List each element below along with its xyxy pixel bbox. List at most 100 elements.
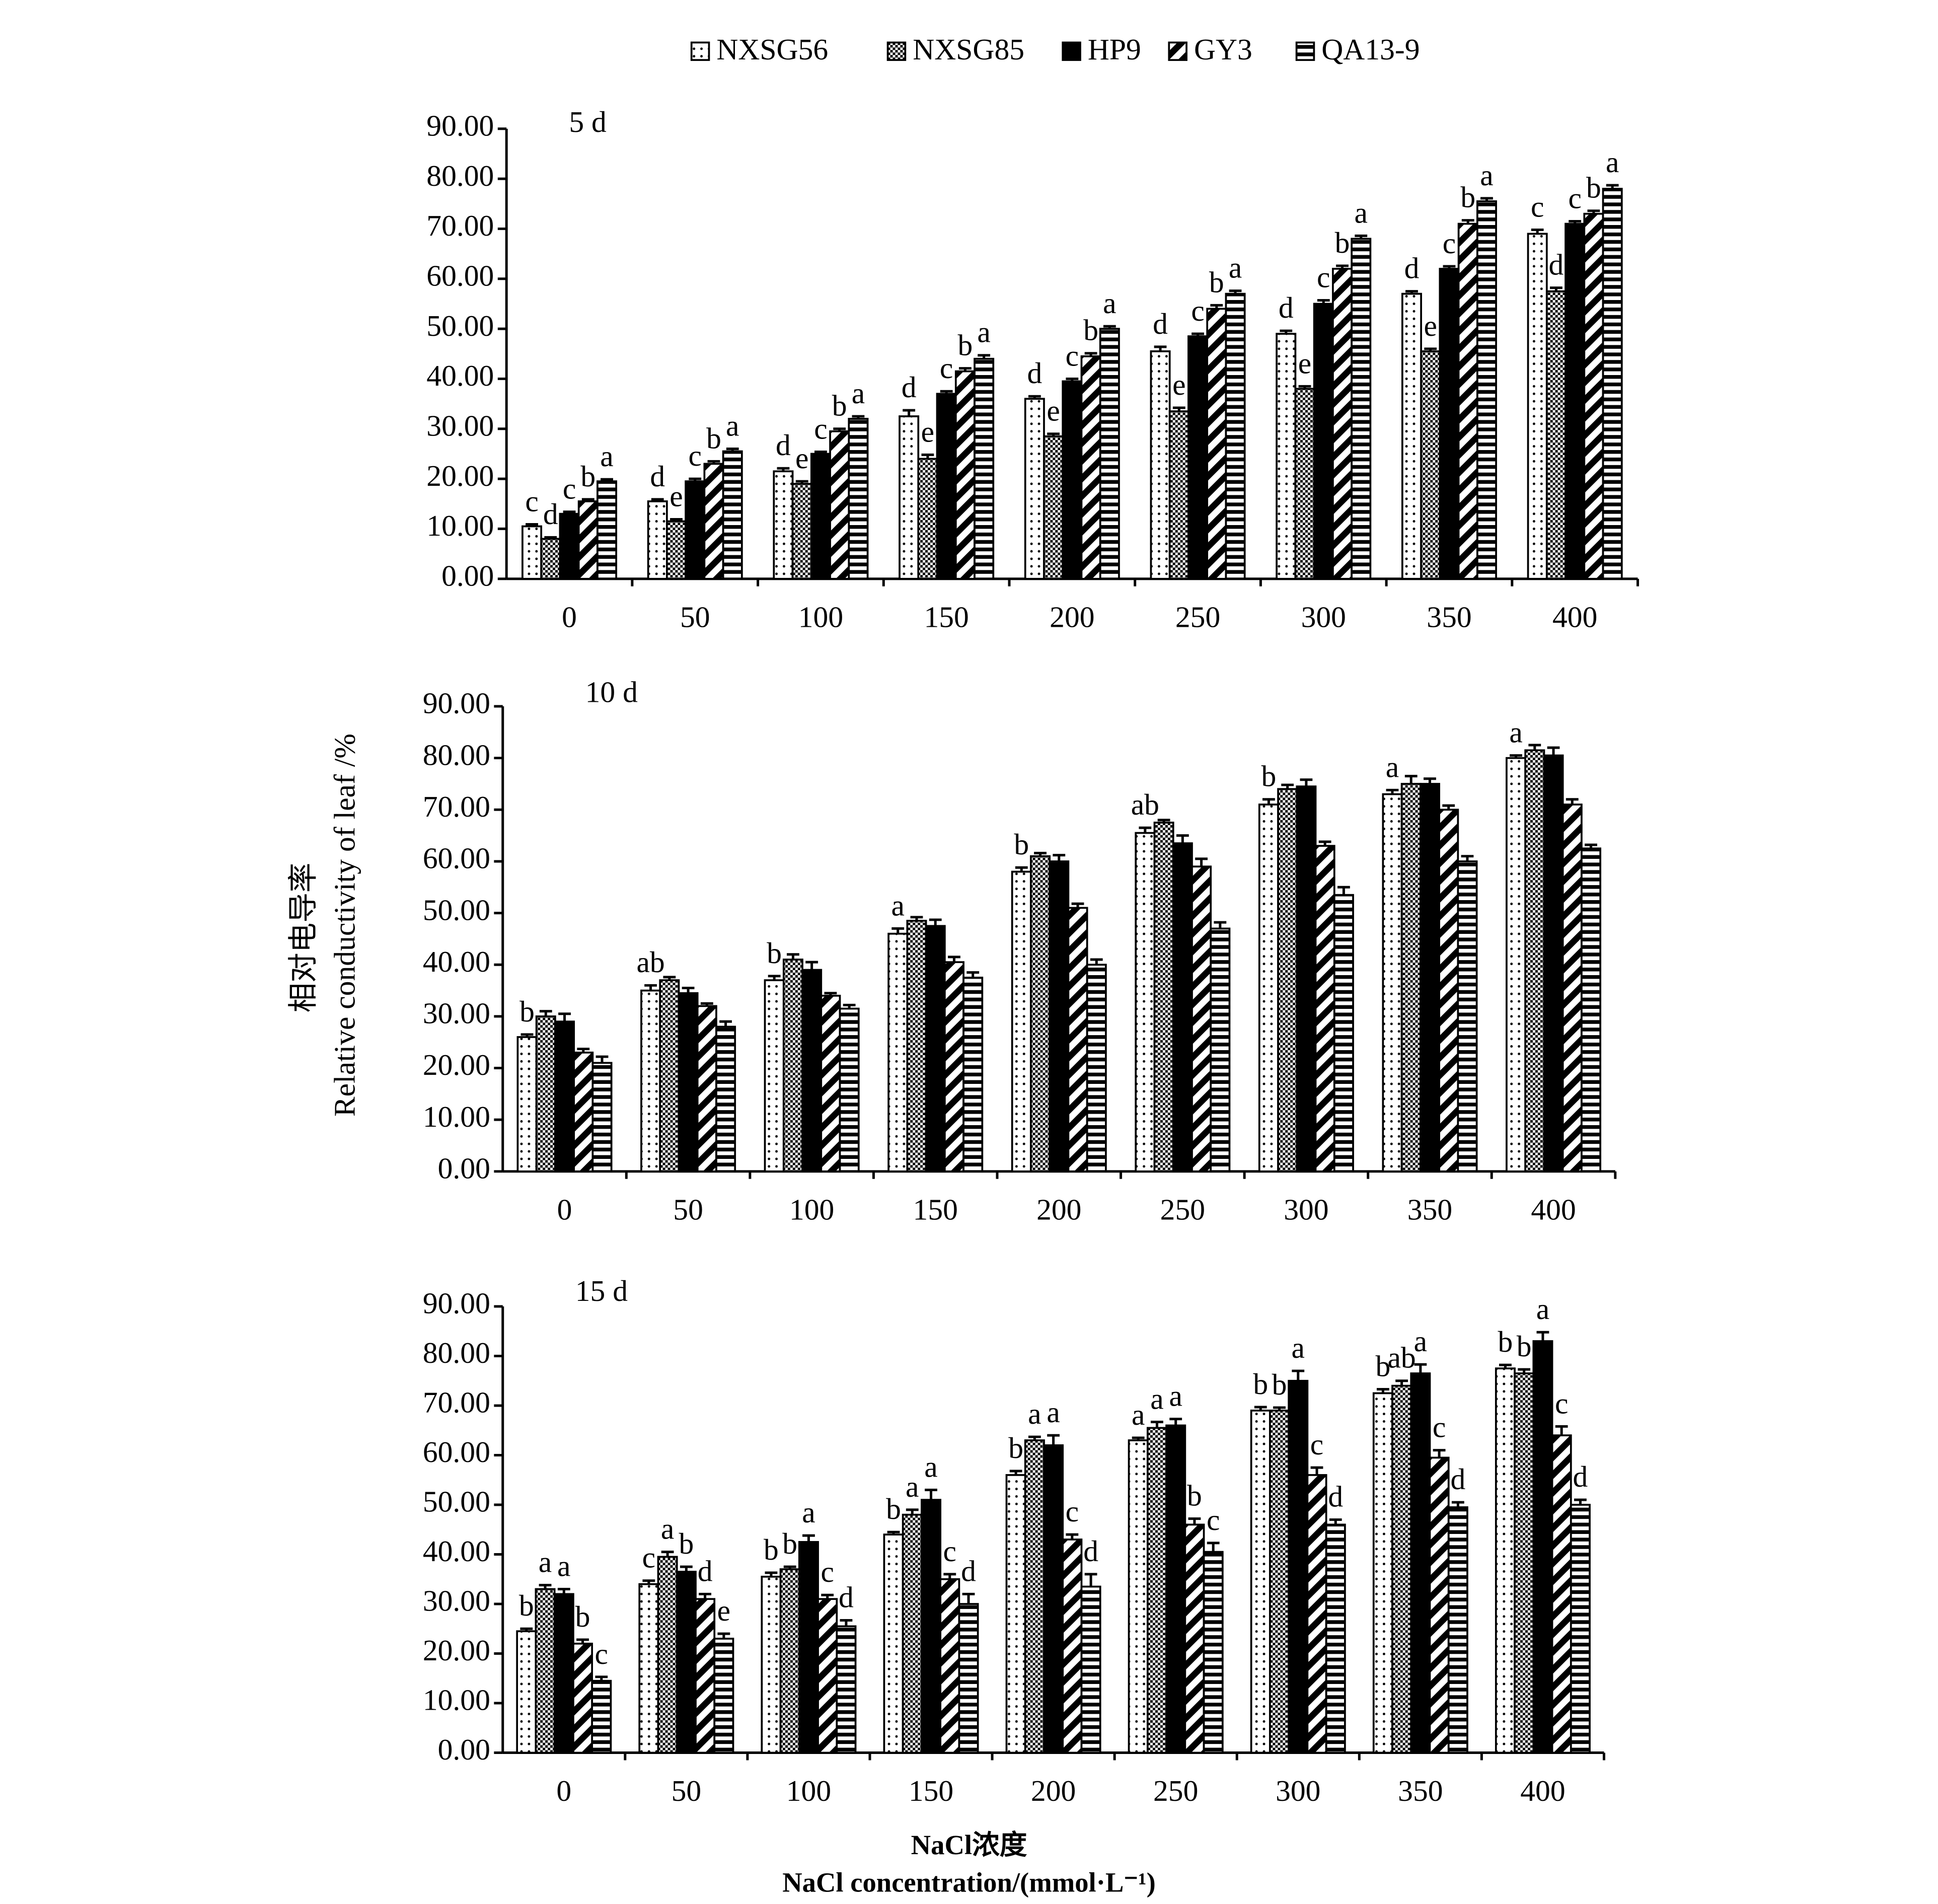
error-bar (903, 409, 916, 416)
significance-letter: e (921, 415, 934, 448)
legend-label: QA13-9 (1321, 33, 1420, 66)
bar (1551, 1434, 1572, 1754)
significance-letter: a (1480, 159, 1493, 192)
error-bar (783, 1565, 796, 1570)
error-bar (940, 390, 953, 394)
x-axis-label: NaCl浓度 (911, 1829, 1027, 1860)
bar (535, 1588, 556, 1754)
error-bar (1028, 395, 1041, 399)
bar (1439, 268, 1460, 580)
error-bar (1157, 819, 1170, 823)
significance-letter: a (1132, 1398, 1145, 1431)
legend-swatch (690, 41, 710, 61)
error-bar (1262, 798, 1275, 805)
bar (1420, 350, 1441, 580)
bar (1400, 783, 1422, 1173)
bar (1225, 292, 1246, 580)
bar (540, 538, 561, 580)
error-bar (1281, 783, 1294, 789)
error-bar (1329, 1518, 1342, 1525)
bar (820, 994, 841, 1173)
error-bar (558, 1012, 571, 1022)
legend-label: NXSG85 (913, 33, 1024, 66)
error-bar (1273, 1406, 1286, 1411)
error-bar (906, 1508, 919, 1515)
error-bar (1404, 775, 1418, 784)
significance-letter: c (1568, 181, 1581, 214)
x-tick-label: 50 (680, 600, 710, 633)
significance-letter: a (1355, 196, 1368, 229)
error-bar (601, 478, 613, 482)
significance-letter: b (1083, 314, 1098, 347)
bar (1495, 1367, 1516, 1754)
significance-letter: a (977, 316, 990, 349)
error-bar (1376, 1388, 1389, 1394)
bar (810, 453, 831, 580)
significance-letter: d (1404, 252, 1420, 285)
bar (1401, 292, 1422, 580)
significance-letter: b (679, 1527, 694, 1560)
significance-letter: a (1169, 1379, 1182, 1413)
error-bar (670, 518, 683, 522)
y-tick-label: 70.00 (426, 209, 494, 242)
error-bar (644, 984, 657, 991)
error-bar (1555, 1425, 1568, 1436)
x-tick-label: 200 (1050, 600, 1094, 633)
x-tick-label: 300 (1284, 1193, 1328, 1226)
y-tick-label: 60.00 (423, 1435, 490, 1469)
bar (1476, 200, 1497, 580)
error-bar (1606, 184, 1619, 189)
error-bar (802, 1534, 815, 1542)
error-bar (539, 1010, 552, 1016)
error-bar (642, 1579, 655, 1584)
significance-letter: e (1172, 368, 1185, 401)
error-bar (786, 953, 799, 960)
bar (1043, 1444, 1064, 1754)
bar (887, 932, 909, 1173)
bar (817, 1598, 838, 1754)
bar (591, 1062, 613, 1173)
significance-letter: c (1310, 1428, 1323, 1461)
significance-letter: c (1433, 1411, 1446, 1444)
bar (1258, 803, 1279, 1173)
y-tick-label: 60.00 (423, 842, 490, 875)
significance-letter: b (782, 1527, 797, 1560)
bar (1024, 1439, 1045, 1754)
error-bar (943, 1573, 956, 1579)
bar (1314, 845, 1335, 1173)
y-tick-label: 0.00 (441, 559, 494, 592)
y-tick-label: 80.00 (426, 159, 494, 192)
error-bar (1587, 209, 1600, 214)
bar (1080, 1585, 1101, 1754)
error-bar (824, 992, 837, 996)
error-bar (1461, 855, 1474, 861)
error-bar (581, 498, 594, 501)
error-bar (663, 976, 676, 981)
bar (1514, 1372, 1535, 1754)
x-tick-label: 100 (798, 600, 843, 633)
bar (1543, 754, 1564, 1173)
significance-letter: d (1450, 1462, 1465, 1496)
x-tick-label: 300 (1301, 600, 1346, 633)
error-bar (1510, 754, 1522, 758)
significance-letter: a (1386, 750, 1399, 783)
x-tick-label: 50 (673, 1193, 703, 1226)
error-bar (520, 1033, 534, 1037)
bar (1276, 333, 1297, 580)
bar (906, 920, 927, 1173)
error-bar (1574, 1498, 1587, 1505)
bar (554, 1020, 575, 1173)
error-bar (707, 460, 720, 464)
significance-letter: b (1272, 1368, 1287, 1401)
bar (1545, 290, 1567, 580)
error-bar (1132, 1436, 1145, 1440)
significance-letter: a (891, 889, 905, 922)
significance-letter: a (661, 1512, 674, 1546)
error-bar (887, 1530, 900, 1535)
bar (659, 979, 680, 1173)
error-bar (1280, 329, 1293, 334)
error-bar (1053, 854, 1066, 861)
error-bar (1154, 345, 1167, 351)
x-tick-label: 250 (1160, 1193, 1205, 1226)
bar (773, 470, 794, 580)
